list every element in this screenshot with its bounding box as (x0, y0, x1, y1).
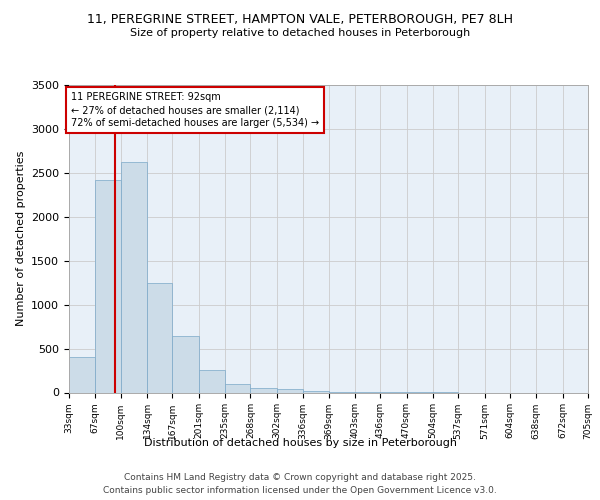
Bar (277, 390, 303, 392)
Y-axis label: Number of detached properties: Number of detached properties (16, 151, 26, 326)
Text: Distribution of detached houses by size in Peterborough: Distribution of detached houses by size … (143, 438, 457, 448)
Bar (250, 388, 277, 392)
Bar (95, 180, 121, 392)
Bar (69, 358, 95, 392)
Bar (147, 282, 172, 393)
Bar (225, 384, 250, 392)
Text: 11 PEREGRINE STREET: 92sqm
← 27% of detached houses are smaller (2,114)
72% of s: 11 PEREGRINE STREET: 92sqm ← 27% of deta… (71, 92, 319, 128)
Text: Contains public sector information licensed under the Open Government Licence v3: Contains public sector information licen… (103, 486, 497, 495)
Bar (172, 336, 199, 392)
Text: Contains HM Land Registry data © Crown copyright and database right 2025.: Contains HM Land Registry data © Crown c… (124, 472, 476, 482)
Text: 11, PEREGRINE STREET, HAMPTON VALE, PETERBOROUGH, PE7 8LH: 11, PEREGRINE STREET, HAMPTON VALE, PETE… (87, 12, 513, 26)
Bar (199, 370, 225, 392)
Bar (121, 162, 147, 392)
Text: Size of property relative to detached houses in Peterborough: Size of property relative to detached ho… (130, 28, 470, 38)
Bar (303, 390, 329, 392)
